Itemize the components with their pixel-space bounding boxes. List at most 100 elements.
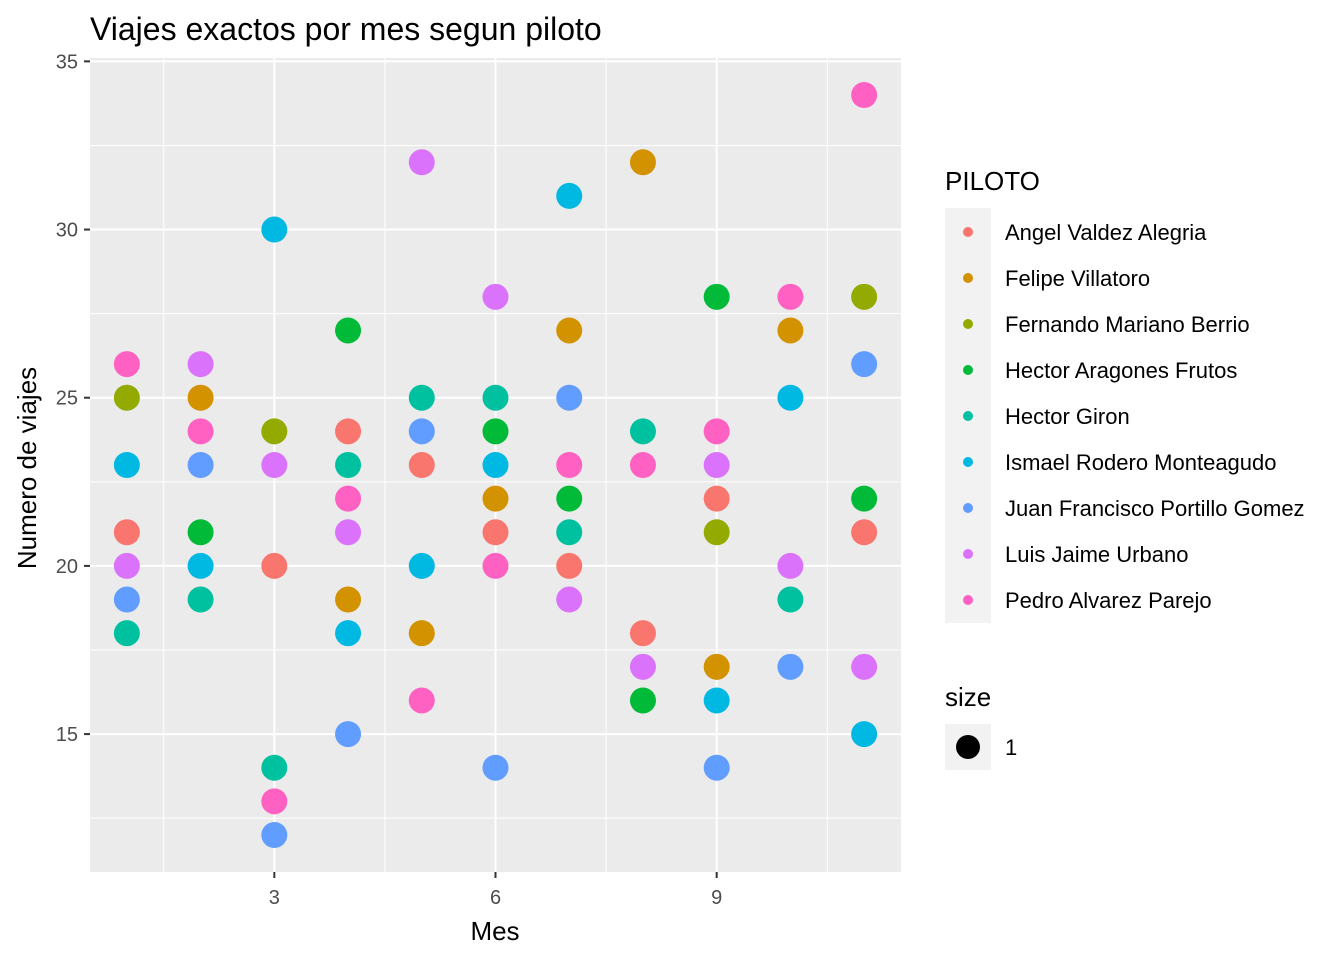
data-point — [113, 620, 140, 647]
data-point — [187, 586, 214, 613]
data-point — [629, 687, 656, 714]
data-point — [335, 586, 362, 613]
y-tick-label: 25 — [56, 388, 78, 410]
data-point — [113, 586, 140, 613]
data-point — [851, 283, 878, 310]
x-tick-label: 6 — [490, 887, 501, 909]
data-point — [482, 283, 509, 310]
size-legend-title: size — [945, 682, 991, 712]
data-point — [408, 149, 435, 176]
data-point — [629, 452, 656, 478]
legend-key — [963, 273, 973, 283]
data-point — [703, 653, 730, 680]
data-point — [408, 687, 435, 714]
data-point — [482, 384, 509, 411]
data-point — [556, 485, 583, 512]
size-legend: size 1 — [945, 682, 1017, 770]
legend-label: Ismael Rodero Monteagudo — [1005, 450, 1277, 475]
legend-title: PILOTO — [945, 166, 1040, 196]
data-point — [187, 452, 214, 478]
data-point — [482, 485, 509, 512]
data-point — [187, 519, 214, 546]
y-tick-label: 15 — [56, 724, 78, 746]
y-tick-label: 35 — [56, 51, 78, 73]
data-point — [335, 485, 362, 512]
data-point — [556, 586, 583, 613]
x-tick-label: 9 — [711, 887, 722, 909]
legend-label: Angel Valdez Alegria — [1005, 220, 1207, 245]
data-point — [556, 519, 583, 546]
data-point — [408, 418, 435, 445]
legend-key — [963, 365, 973, 375]
x-axis-title: Mes — [470, 916, 519, 946]
data-point — [777, 384, 804, 411]
data-point — [482, 754, 509, 781]
legend-label: Fernando Mariano Berrio — [1005, 312, 1250, 337]
legend-label: Felipe Villatoro — [1005, 266, 1150, 291]
data-point — [113, 384, 140, 411]
size-legend-label: 1 — [1005, 735, 1017, 760]
data-point — [335, 519, 362, 546]
data-point — [482, 452, 509, 478]
data-point — [187, 351, 214, 378]
data-point — [335, 418, 362, 445]
data-point — [629, 620, 656, 647]
data-point — [703, 687, 730, 714]
data-point — [335, 452, 362, 478]
data-point — [113, 351, 140, 378]
data-point — [851, 721, 878, 748]
data-point — [408, 552, 435, 579]
data-point — [703, 283, 730, 310]
legend-key — [963, 227, 973, 237]
data-point — [261, 452, 288, 478]
legend-key — [963, 549, 973, 559]
data-point — [703, 754, 730, 781]
data-point — [629, 418, 656, 445]
x-tick-label: 3 — [269, 887, 280, 909]
data-point — [187, 552, 214, 579]
data-point — [335, 721, 362, 748]
data-points — [113, 82, 878, 848]
data-point — [261, 788, 288, 815]
data-point — [482, 552, 509, 579]
legend-label: Juan Francisco Portillo Gomez — [1005, 496, 1305, 521]
y-tick-label: 30 — [56, 220, 78, 242]
size-legend-key — [956, 735, 980, 759]
data-point — [113, 519, 140, 546]
data-point — [703, 519, 730, 546]
data-point — [261, 216, 288, 243]
data-point — [629, 149, 656, 176]
data-point — [777, 653, 804, 680]
legend-label: Hector Giron — [1005, 404, 1130, 429]
legend-label: Pedro Alvarez Parejo — [1005, 588, 1212, 613]
data-point — [113, 552, 140, 579]
legend-key — [963, 411, 973, 421]
data-point — [777, 283, 804, 310]
data-point — [335, 317, 362, 344]
data-point — [777, 317, 804, 344]
y-axis: 15 20 25 30 35 — [56, 51, 90, 746]
data-point — [261, 754, 288, 781]
data-point — [408, 620, 435, 647]
data-point — [777, 586, 804, 613]
data-point — [408, 384, 435, 411]
chart-title: Viajes exactos por mes segun piloto — [90, 11, 602, 47]
legend-key — [963, 595, 973, 605]
data-point — [187, 384, 214, 411]
data-point — [261, 418, 288, 445]
data-point — [261, 552, 288, 579]
x-axis: 3 6 9 — [269, 872, 722, 909]
legend-key — [963, 457, 973, 467]
data-point — [629, 653, 656, 680]
data-point — [482, 519, 509, 546]
data-point — [482, 418, 509, 445]
data-point — [851, 351, 878, 378]
legend-key — [963, 319, 973, 329]
data-point — [851, 653, 878, 680]
y-axis-title: Numero de viajes — [12, 367, 42, 569]
data-point — [187, 418, 214, 445]
legend-label: Luis Jaime Urbano — [1005, 542, 1188, 567]
data-point — [335, 620, 362, 647]
data-point — [556, 452, 583, 478]
